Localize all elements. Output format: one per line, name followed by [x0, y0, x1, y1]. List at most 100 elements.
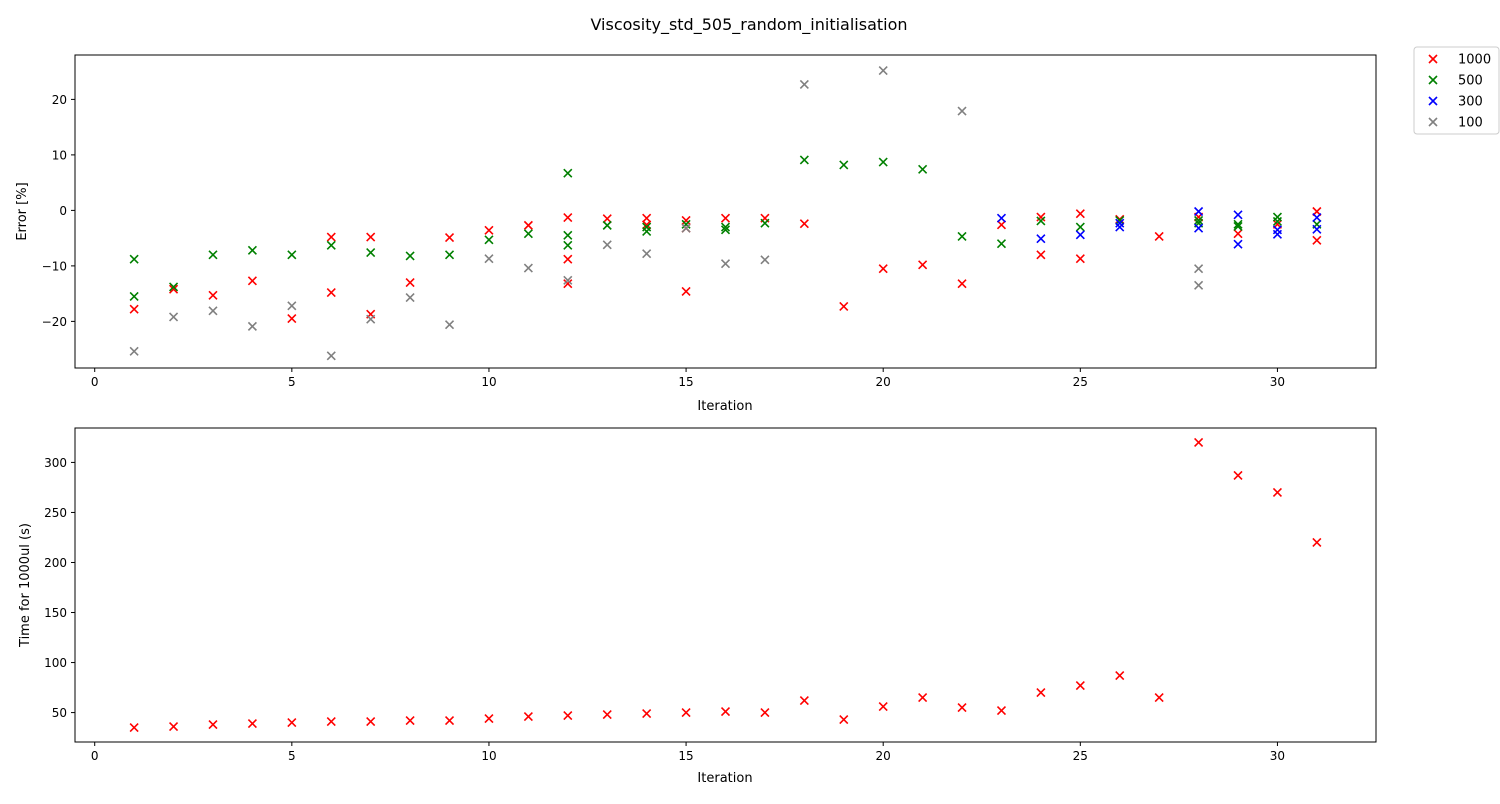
- data-point: [1272, 225, 1283, 235]
- y-tick-label: −10: [42, 259, 67, 273]
- data-point: [1312, 235, 1322, 245]
- data-point: [129, 291, 139, 301]
- legend-label: 300: [1458, 95, 1483, 110]
- data-point: [918, 260, 928, 270]
- error-x-ticks: 0 5 10 15 20 25 30: [91, 368, 1285, 389]
- data-point: [839, 301, 849, 311]
- data-point: [287, 301, 297, 311]
- data-point: [563, 275, 573, 285]
- data-point: [523, 712, 533, 722]
- data-point: [1272, 229, 1283, 239]
- data-point: [1036, 216, 1046, 226]
- data-point: [799, 79, 809, 89]
- legend-entries: 1000 500 300 100: [1428, 53, 1491, 131]
- data-point: [129, 254, 139, 264]
- error-axes-frame: [74, 54, 1377, 369]
- data-point: [957, 279, 967, 289]
- legend-marker: [1428, 54, 1438, 64]
- data-point: [484, 714, 494, 724]
- y-tick-label: −20: [42, 315, 67, 329]
- error-x-axis-label: Iteration: [697, 399, 752, 414]
- data-point: [681, 708, 691, 718]
- x-tick-label: 0: [91, 375, 99, 389]
- data-point: [1233, 229, 1243, 239]
- x-tick-label: 10: [481, 375, 496, 389]
- legend-marker: [1428, 75, 1438, 85]
- data-point: [1075, 680, 1085, 691]
- data-point: [1312, 213, 1322, 223]
- legend-label: 100: [1458, 116, 1483, 131]
- data-point: [602, 220, 612, 230]
- data-point: [563, 711, 573, 721]
- data-point: [208, 720, 218, 730]
- data-point: [1194, 223, 1204, 233]
- time-scatter-panel: 0 5 10 15 20 25 30 50 100 150 200 250 300 Iteration…: [18, 427, 1377, 786]
- x-tick-label: 20: [876, 375, 891, 389]
- y-tick-label: 0: [59, 204, 67, 218]
- y-tick-label: 20: [52, 93, 67, 107]
- series-1000-points: [129, 206, 1322, 324]
- data-point: [563, 240, 573, 250]
- data-point: [563, 230, 573, 240]
- data-point: [1036, 688, 1046, 698]
- data-point: [405, 716, 415, 726]
- data-point: [366, 248, 376, 258]
- y-tick-label: 150: [44, 606, 67, 620]
- data-point: [563, 279, 573, 289]
- series-100-points: [129, 65, 1204, 361]
- data-point: [996, 220, 1007, 230]
- data-point: [168, 282, 179, 292]
- data-point: [839, 715, 849, 725]
- data-point: [129, 304, 139, 314]
- data-point: [326, 351, 336, 361]
- data-point: [1194, 215, 1204, 225]
- time-x-ticks: 0 5 10 15 20 25 30: [91, 742, 1285, 763]
- x-tick-label: 20: [876, 749, 891, 763]
- y-tick-label: 100: [44, 656, 67, 670]
- series-300-points: [996, 206, 1322, 249]
- legend-marker: [1428, 117, 1438, 127]
- data-point: [1154, 693, 1164, 703]
- legend-label: 500: [1458, 74, 1483, 89]
- data-point: [444, 320, 455, 330]
- data-point: [996, 239, 1007, 249]
- time-y-ticks: 50 100 150 200 250 300: [44, 456, 75, 720]
- data-point: [563, 254, 573, 264]
- data-point: [208, 250, 218, 260]
- data-point: [878, 157, 888, 167]
- data-point: [1194, 206, 1204, 217]
- data-point: [1272, 216, 1283, 227]
- y-tick-label: 300: [44, 456, 67, 470]
- data-point: [681, 215, 691, 225]
- legend-marker: [1428, 96, 1438, 106]
- data-point: [681, 223, 691, 233]
- data-point: [484, 225, 494, 235]
- data-point: [444, 716, 455, 726]
- data-point: [563, 213, 573, 223]
- data-point: [1272, 487, 1283, 498]
- data-point: [918, 164, 928, 174]
- data-point: [1233, 239, 1243, 249]
- data-point: [642, 226, 652, 237]
- data-point: [1233, 219, 1243, 229]
- legend-box: [1413, 46, 1500, 135]
- data-point: [168, 312, 179, 322]
- data-point: [760, 255, 770, 265]
- time-series-marks: [129, 437, 1322, 733]
- x-tick-label: 30: [1270, 749, 1285, 763]
- data-point: [1233, 470, 1243, 480]
- data-point: [878, 65, 888, 76]
- data-point: [366, 314, 376, 324]
- data-point: [1075, 222, 1085, 232]
- data-point: [523, 220, 533, 230]
- legend: 1000 500 300 100: [1413, 46, 1500, 135]
- time-axes-frame: [74, 427, 1377, 743]
- data-point: [405, 251, 415, 261]
- data-point: [760, 708, 770, 718]
- data-point: [247, 276, 257, 286]
- x-tick-label: 5: [288, 375, 296, 389]
- data-point: [642, 213, 652, 223]
- data-point: [326, 287, 336, 298]
